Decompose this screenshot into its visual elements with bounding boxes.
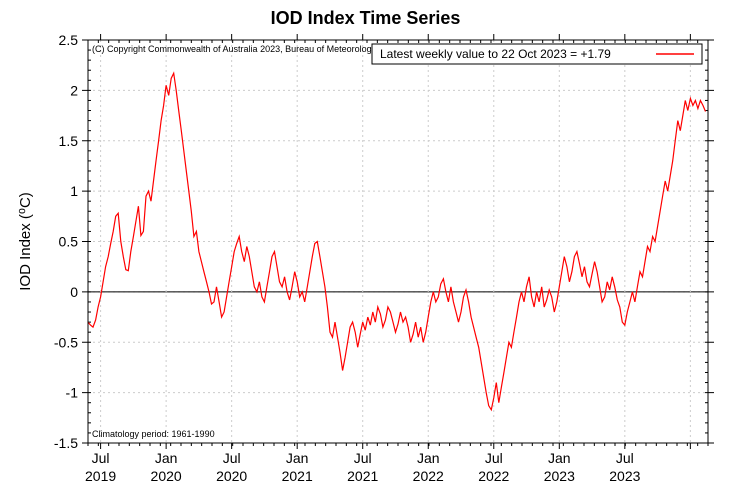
xtick-year-label: 2022	[478, 468, 509, 484]
climatology-note: Climatology period: 1961-1990	[92, 429, 215, 439]
ytick-label: 0.5	[59, 234, 79, 250]
xtick-month-label: Jul	[616, 450, 634, 466]
copyright-text: (C) Copyright Commonwealth of Australia …	[92, 44, 377, 54]
xtick-year-label: 2020	[216, 468, 247, 484]
xtick-year-label: 2020	[151, 468, 182, 484]
xtick-month-label: Jan	[286, 450, 309, 466]
ytick-label: 2	[70, 82, 78, 98]
xtick-year-label: 2022	[413, 468, 444, 484]
xtick-month-label: Jul	[92, 450, 110, 466]
legend-label: Latest weekly value to 22 Oct 2023 = +1.…	[380, 47, 611, 61]
ytick-label: 1.5	[59, 133, 79, 149]
xtick-year-label: 2019	[85, 468, 116, 484]
xtick-month-label: Jul	[354, 450, 372, 466]
xtick-month-label: Jul	[223, 450, 241, 466]
y-axis-label: IOD Index (⁰C)	[17, 192, 34, 291]
ytick-label: 1	[70, 183, 78, 199]
xtick-year-label: 2021	[282, 468, 313, 484]
xtick-year-label: 2023	[544, 468, 575, 484]
xtick-month-label: Jan	[548, 450, 571, 466]
xtick-month-label: Jul	[485, 450, 503, 466]
ytick-label: 2.5	[59, 32, 79, 48]
ytick-label: -0.5	[54, 334, 78, 350]
xtick-month-label: Jan	[155, 450, 178, 466]
xtick-year-label: 2021	[347, 468, 378, 484]
xtick-month-label: Jan	[417, 450, 440, 466]
ytick-label: -1	[66, 385, 79, 401]
xtick-year-label: 2023	[609, 468, 640, 484]
chart-container: IOD Index Time Series -1.5 -1 -0.5 0 0.5 1 1.5…	[0, 0, 731, 504]
chart-svg: -1.5 -1 -0.5 0 0.5 1 1.5 2 2.5 Jul Jan Jul Jan Jul Jan…	[0, 0, 731, 504]
chart-title: IOD Index Time Series	[0, 8, 731, 29]
ytick-label: -1.5	[54, 435, 78, 451]
ytick-label: 0	[70, 284, 78, 300]
